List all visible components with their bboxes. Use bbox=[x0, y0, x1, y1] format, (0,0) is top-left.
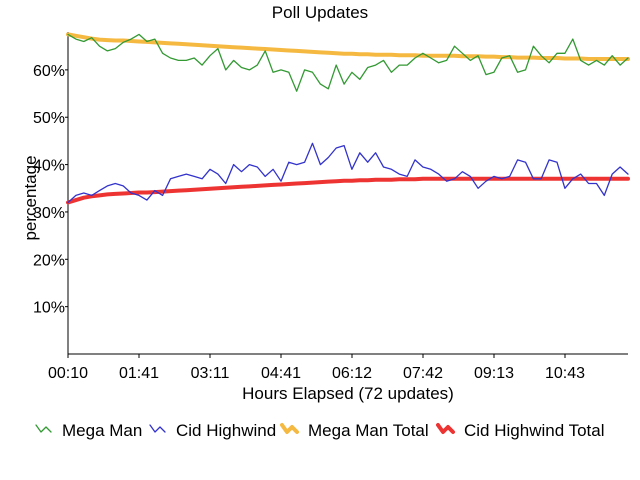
legend-label: Cid Highwind Total bbox=[464, 421, 604, 440]
x-tick-label: 01:41 bbox=[119, 365, 159, 382]
legend-label: Cid Highwind bbox=[176, 421, 276, 440]
x-ticks: 00:10 01:41 03:11 04:41 06:12 07:42 09:13 10:43 bbox=[48, 354, 585, 382]
x-tick-label: 06:12 bbox=[332, 365, 372, 382]
plot-area: 10%20%30%40%50%60% 00:10 01:41 03:11 04:41 0… bbox=[33, 32, 630, 382]
y-tick-label: 50% bbox=[33, 110, 65, 127]
legend-swatch bbox=[149, 424, 166, 433]
chart-legend: Mega Man Cid Highwind Mega Man Total Cid Hi… bbox=[35, 421, 604, 440]
legend-label: Mega Man bbox=[62, 421, 142, 440]
y-axis-label: percentage bbox=[21, 155, 40, 240]
series-lines bbox=[66, 32, 630, 205]
series-line-mega-man-total bbox=[66, 32, 630, 61]
series-line-cid-highwind bbox=[67, 142, 629, 204]
legend-label: Mega Man Total bbox=[308, 421, 429, 440]
y-tick-label: 30% bbox=[33, 205, 65, 222]
y-tick-label: 60% bbox=[33, 63, 65, 80]
x-tick-label: 00:10 bbox=[48, 365, 88, 382]
series-line-mega-man bbox=[67, 33, 629, 92]
chart-title: Poll Updates bbox=[272, 3, 368, 22]
x-tick-label: 10:43 bbox=[545, 365, 585, 382]
legend-swatch bbox=[280, 423, 299, 434]
y-tick-label: 10% bbox=[33, 300, 65, 317]
x-tick-label: 04:41 bbox=[261, 365, 301, 382]
legend-swatch bbox=[35, 424, 52, 433]
x-tick-label: 07:42 bbox=[403, 365, 443, 382]
x-tick-label: 09:13 bbox=[474, 365, 514, 382]
y-ticks: 10% 20% 30% 40% 50% 60% bbox=[33, 63, 68, 317]
y-tick-label: 40% bbox=[33, 158, 65, 175]
series-line-cid-highwind-total bbox=[66, 176, 630, 205]
x-tick-label: 03:11 bbox=[191, 365, 230, 382]
legend-swatch bbox=[436, 423, 455, 434]
x-axis-label: Hours Elapsed (72 updates) bbox=[242, 384, 454, 403]
y-tick-label: 20% bbox=[33, 252, 65, 269]
